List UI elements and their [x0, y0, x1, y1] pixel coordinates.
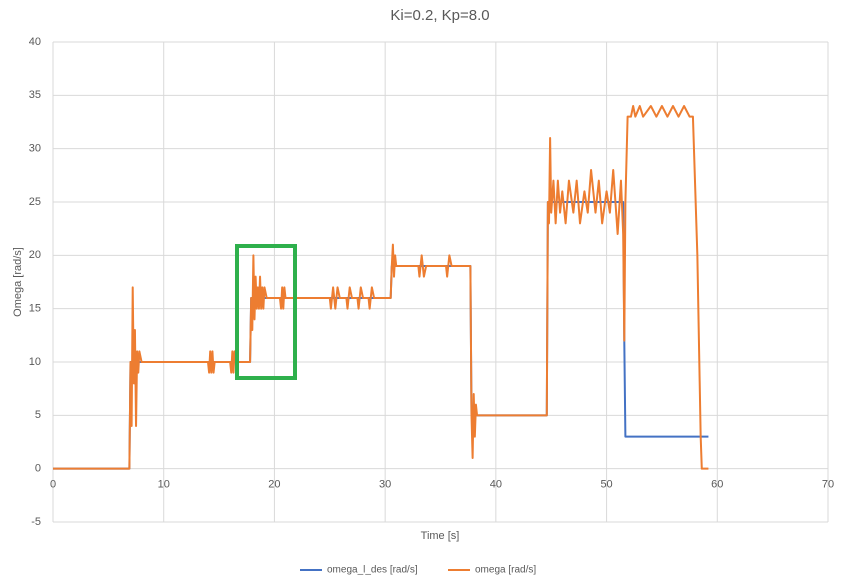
y-tick-label: 10: [29, 356, 41, 368]
y-tick-label: 40: [29, 36, 41, 48]
x-tick-label: 50: [600, 479, 612, 491]
y-tick-label: 35: [29, 89, 41, 101]
y-tick-label: 30: [29, 143, 41, 155]
legend-label: omega_l_des [rad/s]: [327, 565, 418, 576]
x-axis-label: Time [s]: [421, 530, 460, 542]
x-tick-label: 40: [490, 479, 502, 491]
chart-title: Ki=0.2, Kp=8.0: [390, 7, 489, 24]
y-tick-label: 25: [29, 196, 41, 208]
y-tick-label: 15: [29, 303, 41, 315]
y-tick-label: 5: [35, 409, 41, 421]
highlight-box: [235, 244, 297, 380]
x-tick-label: 60: [711, 479, 723, 491]
y-axis-label: Omega [rad/s]: [12, 247, 24, 317]
x-tick-label: 0: [50, 479, 56, 491]
x-tick-label: 30: [379, 479, 391, 491]
y-tick-label: 20: [29, 249, 41, 261]
x-tick-label: 70: [822, 479, 834, 491]
y-tick-label: -5: [31, 516, 41, 528]
y-tick-label: 0: [35, 463, 41, 475]
series-line: [53, 105, 709, 470]
x-tick-label: 20: [268, 479, 280, 491]
x-tick-label: 10: [158, 479, 170, 491]
legend-label: omega [rad/s]: [475, 565, 536, 576]
